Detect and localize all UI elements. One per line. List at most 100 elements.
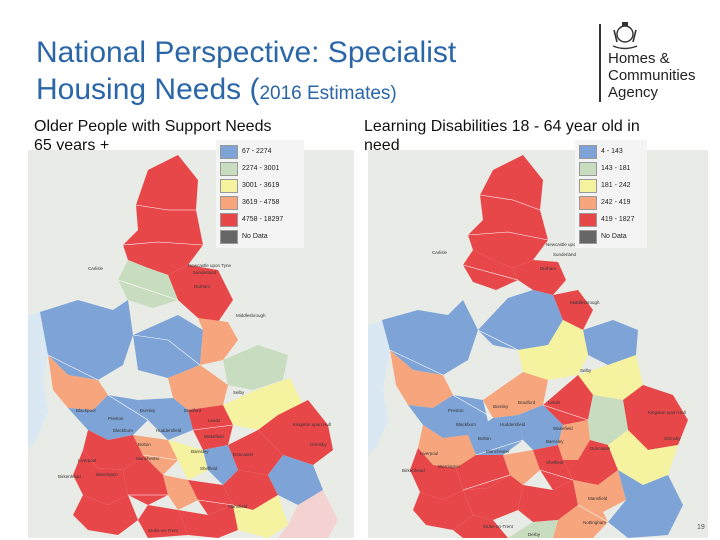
place-label-barnsley: Barnsley [546,439,564,444]
place-label-carlisle: Carlisle [432,250,448,255]
region-durham [198,318,238,365]
place-label-stoke: Stoke-on-Trent [148,528,179,533]
region-preston [418,425,476,468]
region-manchester [123,455,168,505]
logo-line-2: Communities [608,67,696,84]
left-map-label: Older People with Support Needs 65 years… [34,118,272,154]
legend-row: 67 - 2274 [220,143,300,160]
legend-range: 3001 - 3619 [242,182,280,189]
region-huddersfield [163,475,198,510]
place-label-bolton: Bolton [478,436,491,441]
region-tyneside [513,260,566,295]
region-blackburn [133,435,178,475]
region-cumbria [40,300,133,380]
region-moors [256,378,303,415]
place-labels: Newcastle upon Tyne Sunderland Carlisle … [58,263,331,533]
legend-range: 181 - 242 [601,182,631,189]
region-mansfield [573,470,626,512]
legend-row: No Data [579,228,643,245]
region-cheshire [413,490,473,530]
region-dales [478,290,563,350]
region-blackburn [468,415,523,455]
place-label-hull: Kingston upon Hull [293,422,331,427]
region-dales [133,315,203,378]
region-bradford [168,440,208,480]
place-label-bolton: Bolton [138,442,151,447]
region-sheffield [178,505,238,538]
place-label-newcastle: Newcastle upon Tyne [546,242,589,247]
region-selby [228,430,283,475]
region-cumbria [382,300,478,375]
place-label-wakefield: Wakefield [204,434,224,439]
legend-row: 3619 - 4758 [220,194,300,211]
region-liverpool [73,450,128,505]
logo-line-3: Agency [608,84,659,101]
legend-row: 242 - 419 [579,194,643,211]
legend-range: 2274 - 3001 [242,165,280,172]
region-carlisle [463,250,518,290]
region-borders [47,204,234,506]
region-manchester [456,455,510,490]
older-people-map: Newcastle upon Tyne Sunderland Carlisle … [28,150,354,538]
place-label-sheffield: Sheffield [200,466,218,471]
place-label-birkenhead: Birkenhead [402,468,425,473]
legend-range: 3619 - 4758 [242,199,280,206]
place-label-manchester: Manchester [486,449,510,454]
region-derby [508,520,558,538]
hca-logo: Homes & Communities Agency [596,20,706,106]
place-label-wakefield: Wakefield [553,426,573,431]
place-label-liverpool: Liverpool [78,458,96,463]
legend-swatch [579,161,597,176]
place-label-warrington: Warrington [96,472,118,477]
region-sheffield [518,480,578,522]
place-label-middlesbrough: Middlesbrough [236,313,266,318]
region-wakefield [558,420,590,460]
region-york [578,355,643,400]
region-barnsley [533,445,573,490]
place-labels: Newcastle upon Tyne Sunderland Carlisle … [402,242,686,537]
region-harrogate [168,365,228,410]
region-doncaster [223,470,278,510]
region-doncaster [563,440,618,485]
slide-title: National Perspective: Specialist Housing… [36,34,556,112]
place-label-durham: Durham [194,284,210,289]
sea-area [368,320,390,455]
region-stoke [138,505,188,538]
place-label-burnley: Burnley [140,408,156,413]
place-label-sheffield: Sheffield [546,460,564,465]
place-label-selby: Selby [233,390,245,395]
legend-swatch [579,144,597,159]
legend-swatch [220,161,238,176]
legend-row: 2274 - 3001 [220,160,300,177]
region-selby [588,395,628,445]
legend-range: 419 - 1827 [601,216,635,223]
logo-name: Homes & Communities Agency [608,50,696,101]
legend-range: 242 - 419 [601,199,631,206]
place-label-huddersfield: Huddersfield [500,422,526,427]
place-label-warrington: Warrington [438,464,460,469]
slide-title-estimates: 2016 Estimates) [259,83,397,104]
legend-range: 4 - 143 [601,148,623,155]
place-label-middlesbrough: Middlesbrough [570,300,600,305]
region-nottingham [553,505,608,538]
legend-swatch [579,229,597,244]
region-leeds [188,405,233,450]
place-label-leeds: Leeds [208,418,221,423]
place-label-sunderland: Sunderland [193,270,217,275]
region-cheshire [73,495,138,535]
region-wakefield [203,445,238,485]
place-label-huddersfield: Huddersfield [156,428,182,433]
region-york [223,390,278,430]
place-label-mansfield: Mansfield [588,496,608,501]
legend-row: 143 - 181 [579,160,643,177]
logo-line-1: Homes & [608,50,670,67]
place-label-mansfield: Mansfield [228,504,248,509]
region-lincolnshire [278,490,338,538]
left-map-legend: 67 - 2274 2274 - 3001 3001 - 3619 3619 -… [216,140,304,248]
place-label-nottingham: Nottingham [583,520,606,525]
place-label-sunderland: Sunderland [553,252,577,257]
region-north [123,155,203,275]
right-map-legend: 4 - 143 143 - 181 181 - 242 242 - 419 41… [575,140,647,248]
region-craven [483,372,548,418]
region-mansfield [233,495,288,538]
